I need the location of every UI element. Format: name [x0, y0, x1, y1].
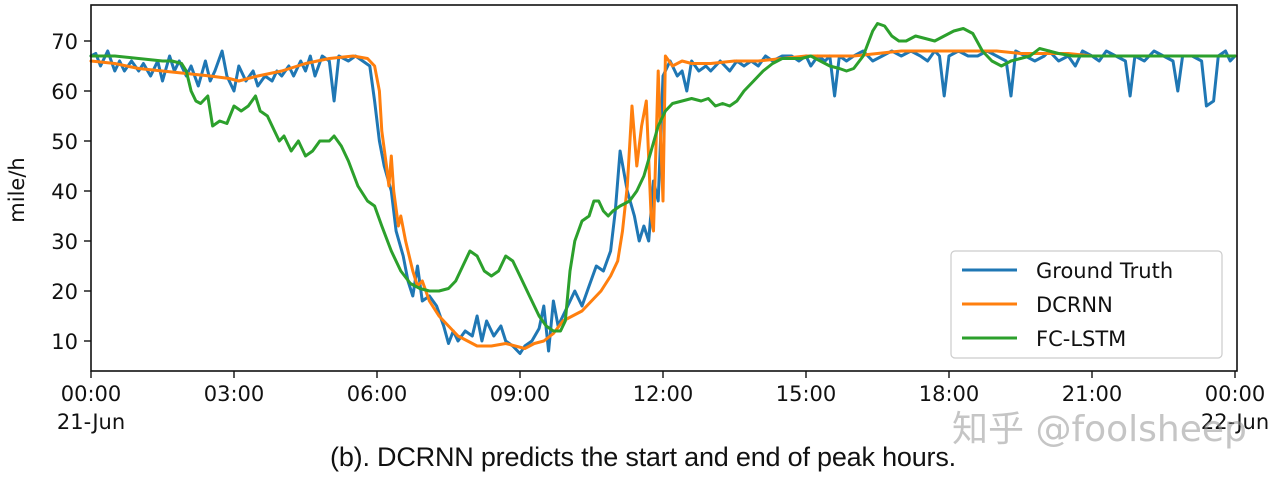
x-axis: 00:00 21-Jun 03:00 06:00 09:00 12:00 15:00 18:0…	[57, 371, 1269, 434]
legend-label: Ground Truth	[1036, 259, 1173, 283]
y-tick-label: 10	[51, 330, 78, 354]
legend-label: FC-LSTM	[1036, 327, 1126, 351]
legend: Ground Truth DCRNN FC-LSTM	[950, 250, 1223, 359]
line-chart: 10 20 30 40 50 60 70 00:00 21-Jun 03:00 06:00 09:0…	[5, 4, 1269, 434]
x-tick-label: 06:00	[347, 382, 408, 406]
y-tick-label: 40	[51, 180, 78, 204]
y-tick-label: 30	[51, 230, 78, 254]
y-tick-label: 60	[51, 80, 78, 104]
x-tick-label: 00:00	[1205, 382, 1266, 406]
plot-frame	[90, 4, 1238, 372]
watermark: 知乎 @foolsheep	[952, 409, 1247, 450]
legend-label: DCRNN	[1036, 293, 1113, 317]
series-line-dcrnn	[89, 49, 1237, 350]
x-tick-label: 18:00	[919, 382, 980, 406]
plot-lines	[89, 22, 1237, 355]
x-tick-sublabel: 22-Jun	[1201, 410, 1269, 434]
x-tick-label: 00:00	[61, 382, 122, 406]
y-tick-label: 50	[51, 130, 78, 154]
x-tick-label: 21:00	[1062, 382, 1123, 406]
x-tick-sublabel: 21-Jun	[57, 410, 125, 434]
y-tick-label: 70	[51, 30, 78, 54]
x-tick-label: 15:00	[776, 382, 837, 406]
series-line-fc-lstm	[89, 22, 1237, 333]
x-tick-label: 03:00	[204, 382, 265, 406]
y-tick-label: 20	[51, 280, 78, 304]
x-tick-label: 09:00	[490, 382, 551, 406]
y-axis: 10 20 30 40 50 60 70	[51, 30, 91, 354]
y-axis-label: mile/h	[5, 157, 29, 222]
figure-caption: (b). DCRNN predicts the start and end of…	[330, 442, 956, 472]
legend-box	[950, 250, 1223, 359]
x-tick-label: 12:00	[633, 382, 694, 406]
